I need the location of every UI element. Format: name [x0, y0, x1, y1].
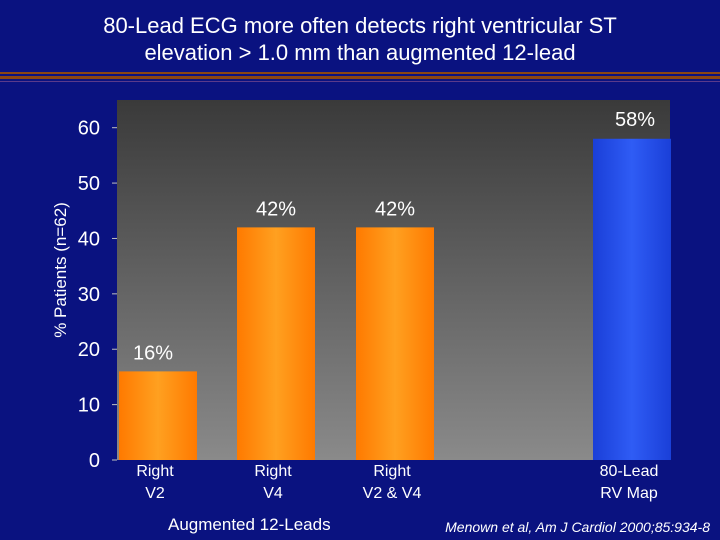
- data-label: 42%: [375, 198, 415, 220]
- y-axis-label: % Patients (n=62): [51, 202, 70, 338]
- bar: [119, 371, 197, 460]
- x-tick-label: V2: [145, 485, 165, 502]
- bar: [593, 138, 671, 460]
- y-tick-label: 0: [89, 450, 100, 472]
- title-line-1: 80-Lead ECG more often detects right ven…: [103, 13, 617, 38]
- y-tick-label: 60: [78, 118, 100, 140]
- bar: [237, 227, 315, 460]
- x-tick-label: Right: [373, 463, 411, 480]
- data-label: 42%: [256, 198, 296, 220]
- title-divider: [0, 72, 720, 84]
- y-tick-label: 20: [78, 339, 100, 361]
- x-tick-label: RV Map: [600, 485, 658, 502]
- x-tick-label: V4: [263, 485, 283, 502]
- data-label: 58%: [615, 109, 655, 131]
- y-tick-label: 30: [78, 284, 100, 306]
- bar: [356, 227, 434, 460]
- citation: Menown et al, Am J Cardiol 2000;85:934-8: [445, 519, 710, 535]
- x-tick-label: Right: [254, 463, 292, 480]
- augmented-leads-label: Augmented 12-Leads: [168, 515, 331, 534]
- y-tick-label: 10: [78, 395, 100, 417]
- x-tick-label: V2 & V4: [363, 485, 422, 502]
- x-tick-label: Right: [136, 463, 174, 480]
- chart-title: 80-Lead ECG more often detects right ven…: [0, 12, 720, 66]
- y-tick-label: 40: [78, 228, 100, 250]
- x-tick-label: 80-Lead: [600, 463, 659, 480]
- data-label: 16%: [133, 342, 173, 364]
- y-tick-label: 50: [78, 173, 100, 195]
- title-line-2: elevation > 1.0 mm than augmented 12-lea…: [144, 40, 576, 65]
